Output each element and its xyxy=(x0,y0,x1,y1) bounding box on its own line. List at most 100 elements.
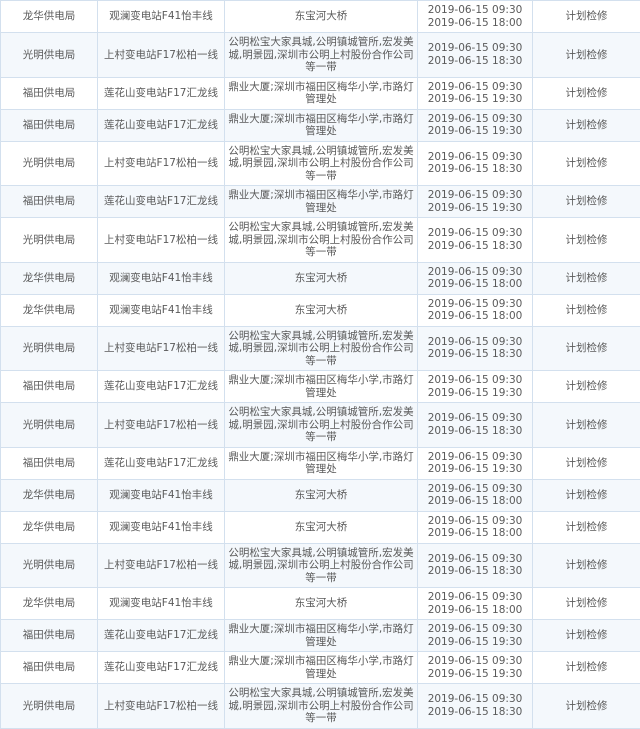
area-cell: 公明松宝大家具城,公明镇城管所,宏发美城,明景园,深圳市公明上村股份合作公司等一… xyxy=(225,218,418,263)
type-cell: 计划检修 xyxy=(533,684,640,729)
area-cell: 鼎业大厦;深圳市福田区梅华小学,市路灯管理处 xyxy=(225,77,418,109)
end-time: 2019-06-15 19:30 xyxy=(420,463,530,476)
start-time: 2019-06-15 09:30 xyxy=(420,374,530,387)
bureau-cell: 龙华供电局 xyxy=(1,588,98,620)
bureau-cell: 光明供电局 xyxy=(1,684,98,729)
start-time: 2019-06-15 09:30 xyxy=(420,113,530,126)
area-cell: 东宝河大桥 xyxy=(225,1,418,33)
bureau-cell: 光明供电局 xyxy=(1,33,98,78)
type-cell: 计划检修 xyxy=(533,511,640,543)
bureau-cell: 龙华供电局 xyxy=(1,1,98,33)
line-cell: 上村变电站F17松柏一线 xyxy=(98,403,225,448)
type-cell: 计划检修 xyxy=(533,588,640,620)
start-time: 2019-06-15 09:30 xyxy=(420,412,530,425)
type-cell: 计划检修 xyxy=(533,1,640,33)
line-cell: 莲花山变电站F17汇龙线 xyxy=(98,371,225,403)
bureau-cell: 龙华供电局 xyxy=(1,479,98,511)
start-time: 2019-06-15 09:30 xyxy=(420,553,530,566)
end-time: 2019-06-15 19:30 xyxy=(420,202,530,215)
table-row: 光明供电局上村变电站F17松柏一线公明松宝大家具城,公明镇城管所,宏发美城,明景… xyxy=(1,326,640,371)
area-cell: 东宝河大桥 xyxy=(225,479,418,511)
line-cell: 莲花山变电站F17汇龙线 xyxy=(98,186,225,218)
area-cell: 鼎业大厦;深圳市福田区梅华小学,市路灯管理处 xyxy=(225,186,418,218)
area-cell: 鼎业大厦;深圳市福田区梅华小学,市路灯管理处 xyxy=(225,620,418,652)
start-time: 2019-06-15 09:30 xyxy=(420,4,530,17)
start-time: 2019-06-15 09:30 xyxy=(420,483,530,496)
area-cell: 公明松宝大家具城,公明镇城管所,宏发美城,明景园,深圳市公明上村股份合作公司等一… xyxy=(225,33,418,78)
line-cell: 观澜变电站F41怡丰线 xyxy=(98,1,225,33)
end-time: 2019-06-15 18:30 xyxy=(420,565,530,578)
type-cell: 计划检修 xyxy=(533,109,640,141)
table-row: 光明供电局上村变电站F17松柏一线公明松宝大家具城,公明镇城管所,宏发美城,明景… xyxy=(1,543,640,588)
bureau-cell: 龙华供电局 xyxy=(1,262,98,294)
area-cell: 公明松宝大家具城,公明镇城管所,宏发美城,明景园,深圳市公明上村股份合作公司等一… xyxy=(225,403,418,448)
start-time: 2019-06-15 09:30 xyxy=(420,189,530,202)
start-time: 2019-06-15 09:30 xyxy=(420,151,530,164)
bureau-cell: 福田供电局 xyxy=(1,186,98,218)
area-cell: 公明松宝大家具城,公明镇城管所,宏发美城,明景园,深圳市公明上村股份合作公司等一… xyxy=(225,684,418,729)
area-cell: 东宝河大桥 xyxy=(225,262,418,294)
end-time: 2019-06-15 19:30 xyxy=(420,387,530,400)
line-cell: 莲花山变电站F17汇龙线 xyxy=(98,77,225,109)
start-time: 2019-06-15 09:30 xyxy=(420,693,530,706)
area-cell: 鼎业大厦;深圳市福田区梅华小学,市路灯管理处 xyxy=(225,109,418,141)
line-cell: 观澜变电站F41怡丰线 xyxy=(98,511,225,543)
end-time: 2019-06-15 18:00 xyxy=(420,604,530,617)
start-time: 2019-06-15 09:30 xyxy=(420,623,530,636)
line-cell: 莲花山变电站F17汇龙线 xyxy=(98,620,225,652)
bureau-cell: 福田供电局 xyxy=(1,77,98,109)
bureau-cell: 光明供电局 xyxy=(1,218,98,263)
end-time: 2019-06-15 18:30 xyxy=(420,55,530,68)
line-cell: 莲花山变电站F17汇龙线 xyxy=(98,447,225,479)
start-time: 2019-06-15 09:30 xyxy=(420,81,530,94)
area-cell: 鼎业大厦;深圳市福田区梅华小学,市路灯管理处 xyxy=(225,371,418,403)
bureau-cell: 光明供电局 xyxy=(1,403,98,448)
line-cell: 上村变电站F17松柏一线 xyxy=(98,218,225,263)
table-row: 光明供电局上村变电站F17松柏一线公明松宝大家具城,公明镇城管所,宏发美城,明景… xyxy=(1,403,640,448)
start-time: 2019-06-15 09:30 xyxy=(420,42,530,55)
area-cell: 公明松宝大家具城,公明镇城管所,宏发美城,明景园,深圳市公明上村股份合作公司等一… xyxy=(225,326,418,371)
line-cell: 莲花山变电站F17汇龙线 xyxy=(98,109,225,141)
bureau-cell: 福田供电局 xyxy=(1,371,98,403)
end-time: 2019-06-15 18:30 xyxy=(420,240,530,253)
type-cell: 计划检修 xyxy=(533,479,640,511)
end-time: 2019-06-15 18:30 xyxy=(420,163,530,176)
start-time: 2019-06-15 09:30 xyxy=(420,451,530,464)
end-time: 2019-06-15 19:30 xyxy=(420,93,530,106)
end-time: 2019-06-15 19:30 xyxy=(420,125,530,138)
end-time: 2019-06-15 19:30 xyxy=(420,668,530,681)
bureau-cell: 福田供电局 xyxy=(1,109,98,141)
end-time: 2019-06-15 18:00 xyxy=(420,17,530,30)
start-time: 2019-06-15 09:30 xyxy=(420,336,530,349)
line-cell: 观澜变电站F41怡丰线 xyxy=(98,479,225,511)
area-cell: 公明松宝大家具城,公明镇城管所,宏发美城,明景园,深圳市公明上村股份合作公司等一… xyxy=(225,543,418,588)
line-cell: 观澜变电站F41怡丰线 xyxy=(98,294,225,326)
bureau-cell: 光明供电局 xyxy=(1,141,98,186)
area-cell: 东宝河大桥 xyxy=(225,294,418,326)
line-cell: 上村变电站F17松柏一线 xyxy=(98,33,225,78)
type-cell: 计划检修 xyxy=(533,294,640,326)
